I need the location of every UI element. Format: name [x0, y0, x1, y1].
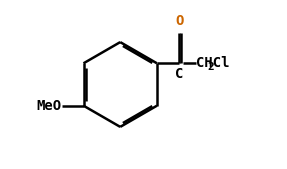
Text: O: O — [175, 14, 184, 28]
Text: MeO: MeO — [36, 99, 61, 113]
Text: CHCl: CHCl — [196, 56, 230, 70]
Text: 2: 2 — [207, 63, 214, 73]
Text: C: C — [175, 67, 184, 81]
